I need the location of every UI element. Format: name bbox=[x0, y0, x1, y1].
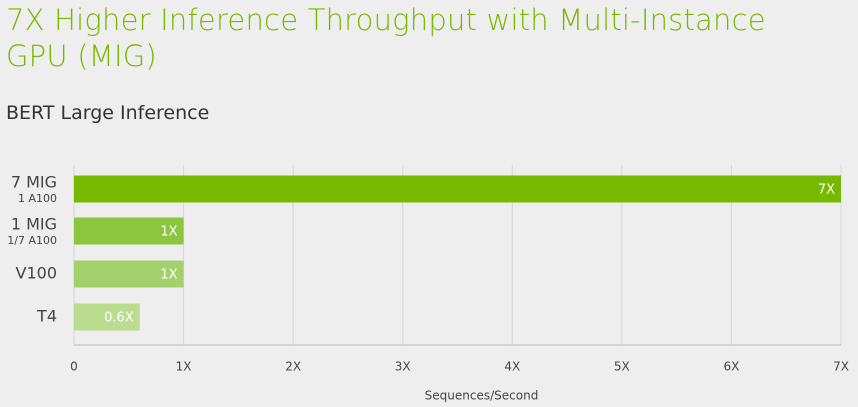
x-tick-label: 1X bbox=[176, 360, 192, 374]
category-label: T4 bbox=[36, 307, 57, 326]
value-label: 1X bbox=[160, 268, 177, 283]
bar bbox=[74, 175, 841, 203]
value-label: 0.6X bbox=[104, 311, 134, 326]
x-tick-label: 3X bbox=[395, 360, 411, 374]
x-tick-label: 2X bbox=[285, 360, 301, 374]
category-sublabel: 1/7 A100 bbox=[7, 234, 57, 247]
x-tick-label: 5X bbox=[614, 360, 630, 374]
x-axis-label: Sequences/Second bbox=[425, 389, 539, 403]
bar bbox=[74, 217, 184, 245]
value-label: 1X bbox=[160, 225, 177, 240]
category-label: 7 MIG bbox=[11, 173, 57, 192]
category-label: 1 MIG bbox=[11, 215, 57, 234]
value-label: 7X bbox=[818, 183, 835, 198]
chart-subtitle: BERT Large Inference bbox=[6, 102, 210, 124]
category-sublabel: 1 A100 bbox=[18, 192, 57, 205]
x-tick-label: 4X bbox=[504, 360, 520, 374]
x-tick-label: 6X bbox=[723, 360, 739, 374]
bar bbox=[74, 303, 140, 331]
chart-title: 7X Higher Inference Throughput with Mult… bbox=[6, 3, 766, 73]
x-tick-label: 7X bbox=[833, 360, 849, 374]
category-label: V100 bbox=[16, 264, 57, 283]
x-tick-label: 0 bbox=[70, 360, 78, 374]
bar bbox=[74, 260, 184, 288]
